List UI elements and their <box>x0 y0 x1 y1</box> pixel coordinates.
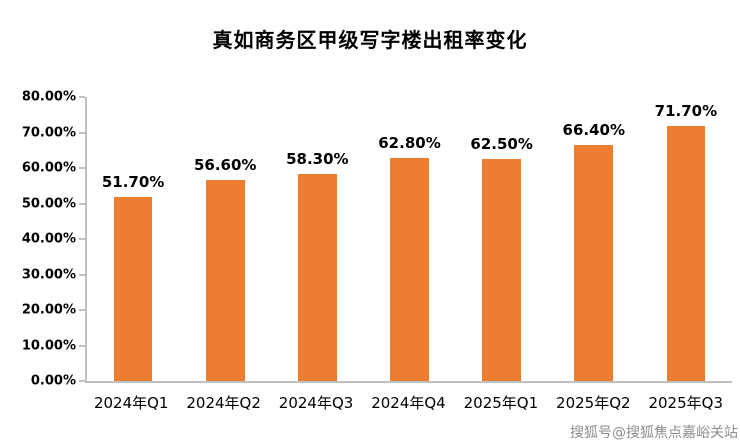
x-tick-label: 2024年Q4 <box>371 394 446 412</box>
bar-column: 71.70% <box>640 97 732 381</box>
chart-title: 真如商务区甲级写字楼出租率变化 <box>212 28 528 52</box>
y-tick-label: 40.00% <box>21 231 76 247</box>
y-axis-labels: 0.00% 10.00% 20.00% 30.00% 40.00% 50.00% 60.00… <box>0 90 76 389</box>
bar-value-label: 62.50% <box>470 135 533 154</box>
y-tick-mark <box>79 380 85 382</box>
bar <box>298 174 337 381</box>
bar-value-label: 62.80% <box>378 134 441 153</box>
x-tick-label: 2025年Q1 <box>463 394 539 412</box>
bar-value-label: 71.70% <box>654 102 718 121</box>
bar <box>390 158 429 381</box>
x-tick-label: 2024年Q1 <box>93 394 169 412</box>
bar <box>205 180 245 381</box>
bar-value-label: 56.60% <box>193 156 257 175</box>
y-tick-label: 10.00% <box>21 338 76 353</box>
y-tick-mark <box>79 131 85 134</box>
x-tick-label: 2025年Q2 <box>556 394 631 412</box>
y-tick-mark <box>79 96 85 98</box>
x-axis-labels: 2024年Q1 2024年Q2 2024年Q3 2024年Q4 2025年Q1 2025年… <box>85 392 732 413</box>
plot-area: 51.70% 56.60% 58.30% 62.80% 62.50% 66.40% 71.7… <box>85 97 732 383</box>
bar-column: 51.70% <box>87 97 179 381</box>
y-tick-label: 0.00% <box>30 373 76 389</box>
y-tick-mark <box>79 344 85 347</box>
bar-value-label: 51.70% <box>101 173 165 192</box>
y-tick-label: 30.00% <box>21 267 76 282</box>
bar-value-label: 58.30% <box>286 150 349 169</box>
bar-column: 62.50% <box>456 97 548 381</box>
y-tick-mark <box>79 202 85 205</box>
bar <box>482 159 521 381</box>
bar <box>666 126 706 381</box>
y-tick-label: 60.00% <box>21 160 76 176</box>
x-tick-label: 2025年Q3 <box>648 394 723 412</box>
bar-column: 56.60% <box>179 97 271 381</box>
bar-value-label: 66.40% <box>562 121 626 140</box>
bar-column: 58.30% <box>271 97 363 381</box>
x-tick-label: 2024年Q2 <box>186 394 261 412</box>
y-tick-mark <box>79 238 85 240</box>
y-axis-ticks <box>79 96 85 382</box>
x-tick-label: 2024年Q3 <box>278 394 354 412</box>
y-tick-mark <box>79 273 85 276</box>
y-tick-mark <box>79 309 85 311</box>
watermark: 搜狐号@搜狐焦点嘉峪关站 <box>570 425 738 441</box>
y-tick-label: 20.00% <box>21 302 76 318</box>
bar-column: 66.40% <box>548 97 640 381</box>
y-tick-label: 80.00% <box>21 89 76 105</box>
bar-column: 62.80% <box>363 97 455 381</box>
bar <box>113 197 153 381</box>
y-tick-mark <box>79 167 85 169</box>
bar <box>574 145 614 381</box>
y-tick-label: 70.00% <box>21 125 76 140</box>
y-tick-label: 50.00% <box>21 196 76 211</box>
